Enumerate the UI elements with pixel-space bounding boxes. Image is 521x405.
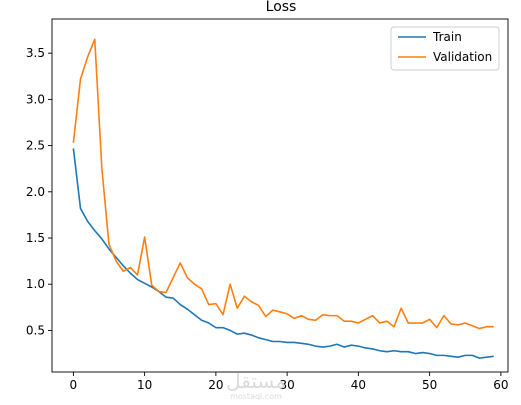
plot-area-frame [51,18,509,373]
y-tick-label: 3.5 [26,46,45,60]
series-line-validation [72,38,494,330]
x-tick-label: 30 [279,378,294,392]
y-tick-label: 1.5 [26,231,45,245]
legend-train-label: Train [432,30,462,44]
x-tick-label: 20 [208,378,223,392]
x-tick-label: 0 [70,378,78,392]
series-layer [72,38,494,359]
legend: Train Validation [390,26,500,71]
y-tick-label: 1.0 [26,277,45,291]
x-tick-label: 60 [493,378,508,392]
watermark-arabic-text: مستقل [226,369,286,393]
x-tick-label: 10 [137,378,152,392]
legend-validation-label: Validation [433,50,492,64]
series-line-train [72,148,494,359]
x-tick-label: 50 [422,378,437,392]
watermark-url-text: mostaql.com [230,392,282,401]
y-tick-label: 2.5 [26,139,45,153]
y-tick-label: 2.0 [26,185,45,199]
x-axis: 0 10 20 30 40 50 60 [70,372,509,392]
chart-title: Loss [266,0,297,15]
watermark: مستقل mostaql.com [226,369,286,401]
y-axis: 0.5 1.0 1.5 2.0 2.5 3.0 3.5 [26,46,52,337]
y-tick-label: 0.5 [26,323,45,337]
x-tick-label: 40 [351,378,366,392]
y-tick-label: 3.0 [26,92,45,106]
